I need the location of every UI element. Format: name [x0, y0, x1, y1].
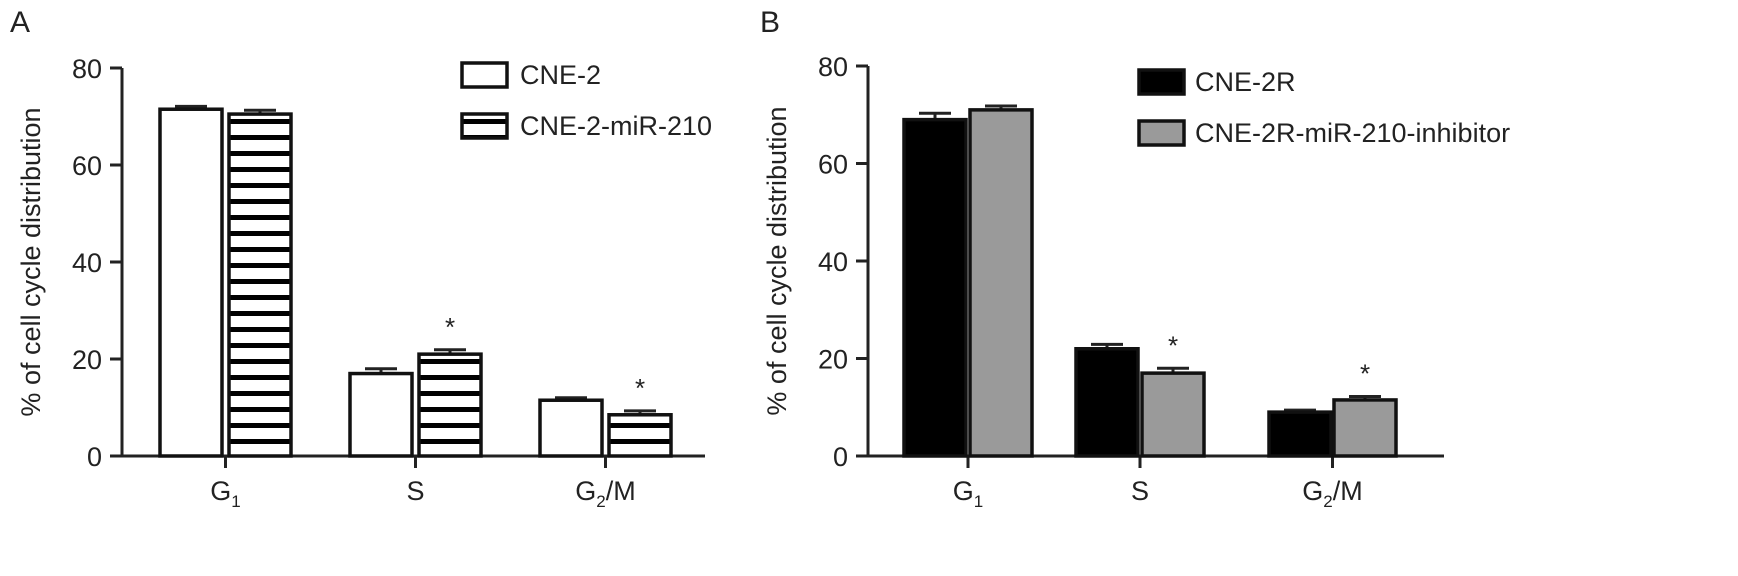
x-tick-label: S: [406, 476, 424, 506]
x-tick-label-sub: 2: [596, 492, 605, 511]
y-axis-label: % of cell cycle distribution: [762, 106, 792, 415]
legend-swatch: [1137, 68, 1186, 96]
legend-swatch: [460, 112, 509, 140]
x-tick-label-sub: 1: [231, 492, 240, 511]
legend-label: CNE-2-miR-210: [520, 111, 712, 141]
x-tick-label-base: S: [1131, 476, 1149, 506]
significance-marker: *: [1168, 330, 1178, 360]
bar-cne-2: [538, 398, 604, 458]
legend-swatch: [460, 61, 509, 89]
x-tick-label: S: [1131, 476, 1149, 506]
y-tick-label: 60: [818, 150, 848, 180]
x-tick-label-base: G: [1302, 476, 1323, 506]
panel-label: B: [760, 6, 780, 39]
x-tick-label-suffix: /M: [1333, 476, 1363, 506]
y-tick-label: 0: [833, 442, 848, 472]
legend-label: CNE-2: [520, 60, 601, 90]
x-tick-label: G2/M: [1302, 476, 1362, 511]
bar-cne-2-mir-210: [417, 352, 483, 458]
bar-cne-2r: [1267, 410, 1333, 458]
x-tick-label-base: G: [575, 476, 596, 506]
bar-cne-2-mir-210: [227, 112, 293, 458]
y-tick-label: 80: [818, 52, 848, 82]
bar-cne-2r: [902, 117, 968, 458]
bar-cne-2: [158, 107, 224, 458]
y-tick-label: 80: [72, 54, 102, 84]
y-tick-label: 40: [818, 247, 848, 277]
bar-cne-2r-mir-210-inhibitor: [1332, 398, 1398, 458]
y-tick-label: 40: [72, 248, 102, 278]
x-tick-label-base: G: [953, 476, 974, 506]
x-tick-label-sub: 1: [974, 492, 983, 511]
legend-label: CNE-2R-miR-210-inhibitor: [1195, 118, 1510, 148]
bar-cne-2r: [1074, 347, 1140, 458]
x-tick-label-sub: 2: [1323, 492, 1332, 511]
x-tick-label-base: S: [406, 476, 424, 506]
significance-marker: *: [1360, 359, 1370, 389]
legend-label: CNE-2R: [1195, 67, 1296, 97]
significance-marker: *: [635, 373, 645, 403]
bar-cne-2r-mir-210-inhibitor: [1140, 371, 1206, 458]
bar-cne-2r-mir-210-inhibitor: [968, 108, 1034, 458]
bar-cne-2: [348, 371, 414, 458]
bar-cne-2-mir-210: [607, 413, 673, 458]
x-tick-label: G2/M: [575, 476, 635, 511]
x-tick-label: G1: [210, 476, 240, 511]
y-tick-label: 20: [72, 345, 102, 375]
y-tick-label: 20: [818, 345, 848, 375]
y-tick-label: 0: [87, 442, 102, 472]
x-tick-label-suffix: /M: [606, 476, 636, 506]
legend-swatch: [1137, 119, 1186, 147]
panel-label: A: [10, 6, 30, 39]
x-tick-label-base: G: [210, 476, 231, 506]
y-tick-label: 60: [72, 151, 102, 181]
significance-marker: *: [445, 312, 455, 342]
x-tick-label: G1: [953, 476, 983, 511]
y-axis-label: % of cell cycle distribution: [16, 107, 46, 416]
